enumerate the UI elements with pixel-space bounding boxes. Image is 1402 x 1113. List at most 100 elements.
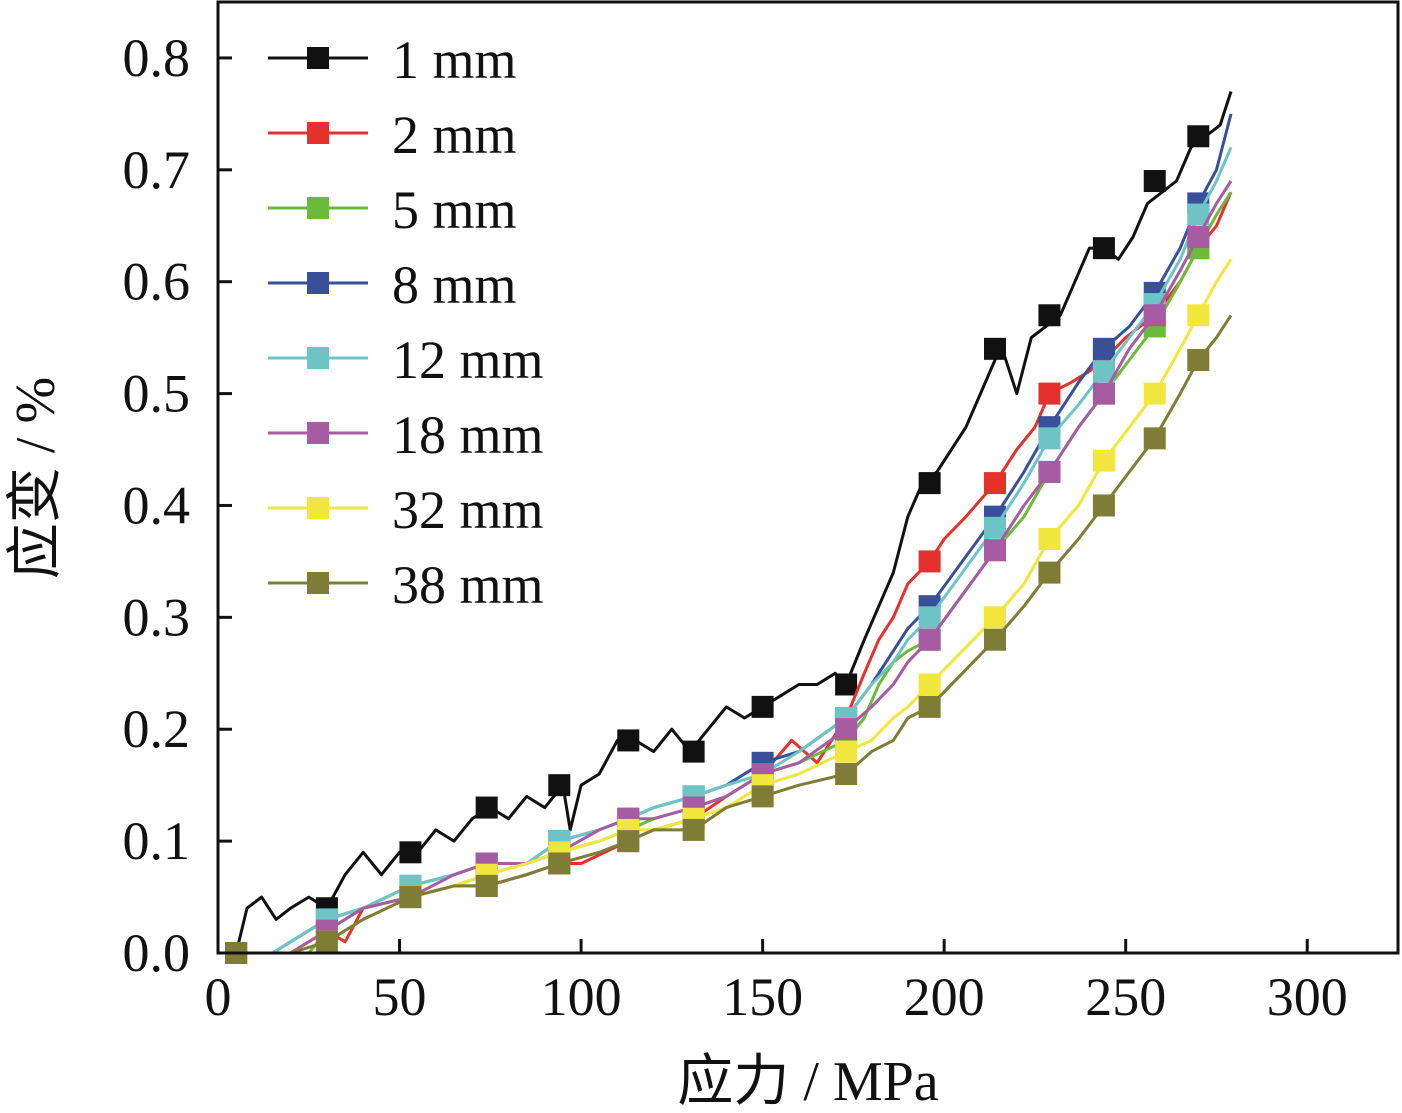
data-point-marker bbox=[1092, 449, 1115, 472]
data-point-marker bbox=[682, 740, 705, 763]
series-line bbox=[236, 180, 1233, 955]
data-point-marker bbox=[751, 785, 774, 808]
series-38-mm bbox=[225, 314, 1233, 964]
data-point-marker bbox=[918, 673, 941, 696]
data-point-marker bbox=[399, 886, 422, 909]
legend-label: 32 mm bbox=[392, 480, 544, 540]
legend-label: 12 mm bbox=[392, 330, 544, 390]
y-tick-label: 0.8 bbox=[123, 28, 191, 88]
data-point-marker bbox=[835, 762, 858, 785]
data-point-marker bbox=[1092, 494, 1115, 517]
legend-label: 8 mm bbox=[392, 255, 517, 315]
data-point-marker bbox=[983, 472, 1006, 495]
x-tick-label: 250 bbox=[1085, 967, 1166, 1027]
legend-marker bbox=[307, 347, 329, 369]
legend-entry: 8 mm bbox=[268, 255, 517, 315]
legend-marker bbox=[307, 497, 329, 519]
legend-entry: 1 mm bbox=[268, 30, 517, 90]
x-tick-label: 300 bbox=[1267, 967, 1348, 1027]
data-point-marker bbox=[1143, 170, 1166, 193]
legend-entry: 18 mm bbox=[268, 405, 544, 465]
legend-label: 2 mm bbox=[392, 105, 517, 165]
data-point-marker bbox=[983, 516, 1006, 539]
data-point-marker bbox=[983, 539, 1006, 562]
legend-marker bbox=[307, 422, 329, 444]
data-point-marker bbox=[1187, 203, 1210, 226]
x-tick-label: 100 bbox=[541, 967, 622, 1027]
legend-marker bbox=[307, 47, 329, 69]
data-point-marker bbox=[1092, 382, 1115, 405]
data-point-marker bbox=[1187, 304, 1210, 327]
y-tick-label: 0.0 bbox=[123, 923, 191, 983]
series-line bbox=[236, 314, 1233, 955]
data-point-marker bbox=[548, 774, 571, 797]
legend-entry: 2 mm bbox=[268, 105, 517, 165]
data-point-marker bbox=[1187, 349, 1210, 372]
legend-label: 38 mm bbox=[392, 555, 544, 615]
data-point-marker bbox=[315, 930, 338, 953]
data-point-marker bbox=[983, 628, 1006, 651]
legend-label: 5 mm bbox=[392, 180, 517, 240]
data-point-marker bbox=[918, 628, 941, 651]
x-axis-title: 应力 / MPa bbox=[677, 1051, 938, 1113]
data-point-marker bbox=[1143, 382, 1166, 405]
data-point-marker bbox=[751, 695, 774, 718]
x-tick-label: 0 bbox=[205, 967, 232, 1027]
data-point-marker bbox=[1143, 304, 1166, 327]
legend-label: 18 mm bbox=[392, 405, 544, 465]
y-tick-label: 0.7 bbox=[123, 140, 191, 200]
series-layer bbox=[225, 91, 1233, 964]
data-point-marker bbox=[617, 830, 640, 853]
data-point-marker bbox=[617, 729, 640, 752]
series-1-mm bbox=[225, 91, 1233, 964]
data-point-marker bbox=[548, 852, 571, 875]
y-tick-label: 0.6 bbox=[123, 252, 191, 312]
legend: 1 mm 2 mm 5 mm 8 mm 12 mm 18 mm 32 mm 38 mm bbox=[268, 30, 544, 615]
ticks-layer: 0 50 100 150 200 250 300 0.0 0.1 0.2 0.3 0.4 0.5 0.6 0… bbox=[123, 28, 1348, 1027]
y-tick-label: 0.3 bbox=[123, 587, 191, 647]
x-tick-label: 50 bbox=[373, 967, 427, 1027]
data-point-marker bbox=[682, 818, 705, 841]
data-point-marker bbox=[1038, 528, 1061, 551]
x-tick-label: 150 bbox=[722, 967, 803, 1027]
plot-frame bbox=[216, 0, 1400, 955]
legend-marker bbox=[307, 272, 329, 294]
series-line bbox=[236, 146, 1233, 955]
data-point-marker bbox=[1038, 460, 1061, 483]
legend-marker bbox=[307, 197, 329, 219]
legend-entry: 5 mm bbox=[268, 180, 517, 240]
data-point-marker bbox=[835, 718, 858, 741]
data-point-marker bbox=[983, 606, 1006, 629]
legend-entry: 38 mm bbox=[268, 555, 544, 615]
data-point-marker bbox=[1143, 427, 1166, 450]
data-point-marker bbox=[1038, 382, 1061, 405]
legend-marker bbox=[307, 572, 329, 594]
data-point-marker bbox=[475, 874, 498, 897]
x-tick-label: 200 bbox=[904, 967, 985, 1027]
y-tick-label: 0.4 bbox=[123, 475, 191, 535]
legend-marker bbox=[307, 122, 329, 144]
data-point-marker bbox=[1038, 561, 1061, 584]
data-point-marker bbox=[983, 337, 1006, 360]
y-tick-label: 0.1 bbox=[123, 811, 191, 871]
data-point-marker bbox=[1092, 337, 1115, 360]
data-point-marker bbox=[918, 606, 941, 629]
data-point-marker bbox=[399, 841, 422, 864]
legend-label: 1 mm bbox=[392, 30, 517, 90]
y-axis-title: 应变 / % bbox=[5, 377, 67, 579]
data-point-marker bbox=[835, 740, 858, 763]
data-point-marker bbox=[918, 695, 941, 718]
data-point-marker bbox=[1092, 360, 1115, 383]
data-point-marker bbox=[1187, 125, 1210, 148]
data-point-marker bbox=[1187, 225, 1210, 248]
data-point-marker bbox=[475, 796, 498, 819]
data-point-marker bbox=[1038, 427, 1061, 450]
data-point-marker bbox=[1092, 237, 1115, 260]
data-point-marker bbox=[918, 472, 941, 495]
legend-entry: 32 mm bbox=[268, 480, 544, 540]
y-tick-label: 0.2 bbox=[123, 699, 191, 759]
y-tick-label: 0.5 bbox=[123, 364, 191, 424]
data-point-marker bbox=[918, 550, 941, 573]
